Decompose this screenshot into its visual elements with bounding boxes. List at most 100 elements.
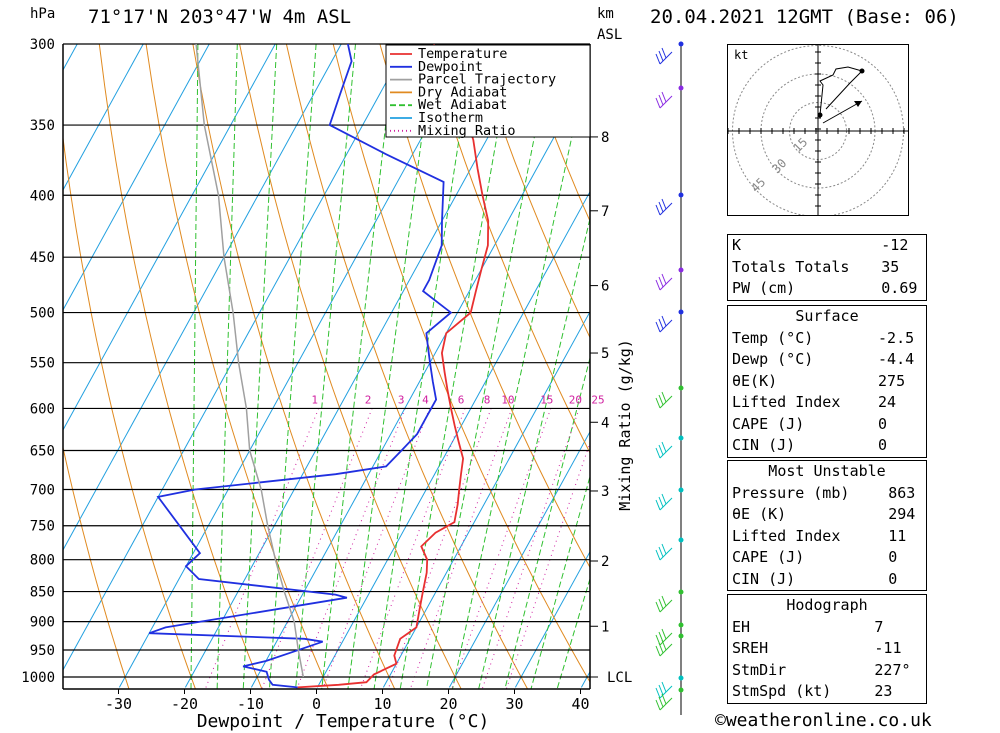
pressure-tick-label: 700 — [30, 482, 55, 498]
wet-adiabat-line — [242, 44, 278, 689]
info-row: StmSpd (kt) 23 — [728, 681, 927, 703]
info-value: -4.4 — [878, 350, 915, 368]
isotherm-line — [448, 430, 590, 688]
isotherm-line — [184, 44, 540, 688]
series-line-dewpoint — [148, 44, 453, 689]
hodograph-storm-arrow — [854, 101, 862, 107]
x-tick-label: 30 — [505, 695, 523, 713]
hodograph-table: Hodograph EH 7 SREH -11 StmDir 227° StmSpd (kt… — [727, 594, 927, 704]
wet-adiabat-line — [373, 44, 475, 689]
wind-barb — [655, 198, 673, 216]
wind-barb — [655, 693, 673, 711]
pressure-tick-label: 750 — [30, 519, 55, 535]
wind-barb-flag — [661, 198, 667, 210]
wet-adiabat-line — [216, 44, 238, 689]
isotherm-line — [0, 44, 11, 687]
surface-title: Surface — [795, 307, 859, 325]
wind-level-dot — [678, 435, 684, 441]
mixing-ratio-label: 3 — [398, 393, 405, 406]
mixing-ratio-line — [359, 408, 466, 689]
wind-level-dot — [678, 309, 684, 315]
dry-adiabat-line — [707, 44, 720, 690]
mixing-ratio-label: 20 — [569, 393, 582, 406]
wind-barb-flag — [655, 321, 661, 333]
dry-adiabat-line — [192, 44, 396, 689]
wind-level-dot — [678, 589, 684, 595]
wind-barb — [655, 681, 673, 699]
wind-level-dot — [678, 267, 684, 273]
mixing-ratio-axis-label: Mixing Ratio (g/kg) — [616, 339, 634, 511]
info-value: 23 — [874, 682, 893, 700]
isotherm-line — [316, 190, 590, 688]
info-value: 35 — [881, 257, 900, 276]
wind-barb-flag — [661, 693, 667, 705]
footer-credit[interactable]: ©weatheronline.co.uk — [715, 710, 932, 731]
x-tick-label: 10 — [373, 695, 391, 713]
info-value: 0.69 — [881, 279, 918, 297]
wind-barb — [655, 595, 673, 613]
pressure-tick-label: 650 — [30, 444, 55, 460]
wet-adiabat-line — [452, 50, 590, 689]
info-label: θE(K) — [732, 371, 778, 390]
wind-barb-flag — [661, 91, 667, 103]
isotherm-line — [63, 44, 144, 191]
wind-barb-flag — [658, 318, 664, 330]
isotherm-line — [63, 44, 210, 311]
info-row: Lifted Index 11 — [728, 526, 927, 548]
wind-barb-flag — [661, 493, 667, 505]
mixing-ratio-label: 15 — [540, 393, 553, 406]
info-row: PW (cm) 0.69 — [728, 278, 927, 300]
wind-level-dot — [678, 687, 684, 693]
mixing-ratio-label: 10 — [501, 393, 514, 406]
x-tick-label: -10 — [237, 695, 264, 713]
wind-level-dot — [678, 192, 684, 198]
x-tick-label: -30 — [105, 695, 132, 713]
wind-barb-flag — [658, 444, 664, 456]
pressure-tick-label: 800 — [30, 553, 55, 569]
km-tick-label: 4 — [601, 415, 609, 431]
info-value: 227° — [874, 660, 911, 679]
wind-barb-flag — [658, 94, 664, 106]
info-row: Pressure (mb) 863 — [728, 483, 927, 505]
wind-barb-flag — [655, 687, 661, 699]
wind-barb-flag — [655, 397, 661, 409]
dry-adiabat-line — [661, 44, 720, 690]
pressure-tick-label: 500 — [30, 306, 55, 322]
wind-barb-flag — [655, 499, 661, 511]
legend-label: Isotherm — [418, 110, 483, 126]
wind-barb-flag — [658, 201, 664, 213]
isotherm-line — [382, 310, 590, 688]
height-unit-asl-label: ASL — [597, 27, 623, 43]
wind-barb-flag — [658, 276, 664, 288]
wind-barb — [655, 47, 673, 65]
info-label: Temp (°C) — [732, 328, 814, 347]
legend-label: Dry Adiabat — [418, 84, 507, 100]
mixing-ratio-label: 1 — [311, 393, 318, 406]
km-tick-label: 7 — [601, 204, 609, 220]
info-value: 0 — [878, 414, 888, 433]
wind-barb-flag — [658, 496, 664, 508]
km-tick-label: 8 — [601, 130, 609, 146]
km-tick-label: 1 — [601, 619, 609, 635]
km-tick-label: 2 — [601, 554, 609, 570]
x-tick-label: 40 — [571, 695, 589, 713]
legend-label: Parcel Trajectory — [418, 72, 556, 88]
info-row: CIN (J) 0 — [728, 569, 927, 591]
indices-table: K -12 Totals Totals 35 PW (cm) 0.69 — [727, 234, 927, 301]
info-row: SREH -11 — [728, 638, 927, 660]
wind-barb-flag — [658, 684, 664, 696]
pressure-tick-label: 350 — [30, 118, 55, 134]
info-value: 275 — [878, 371, 906, 390]
wet-adiabat-line — [295, 44, 356, 689]
dry-adiabat-line — [145, 44, 329, 689]
station-title: 71°17'N 203°47'W 4m ASL — [88, 6, 352, 28]
dry-adiabat-line — [98, 44, 263, 689]
wind-level-dot — [678, 633, 684, 639]
wind-barb-flag — [661, 47, 667, 59]
isotherm-line — [63, 44, 276, 431]
wind-level-dot — [678, 537, 684, 543]
dry-adiabat-line — [285, 44, 529, 689]
info-value: 7 — [874, 617, 884, 636]
